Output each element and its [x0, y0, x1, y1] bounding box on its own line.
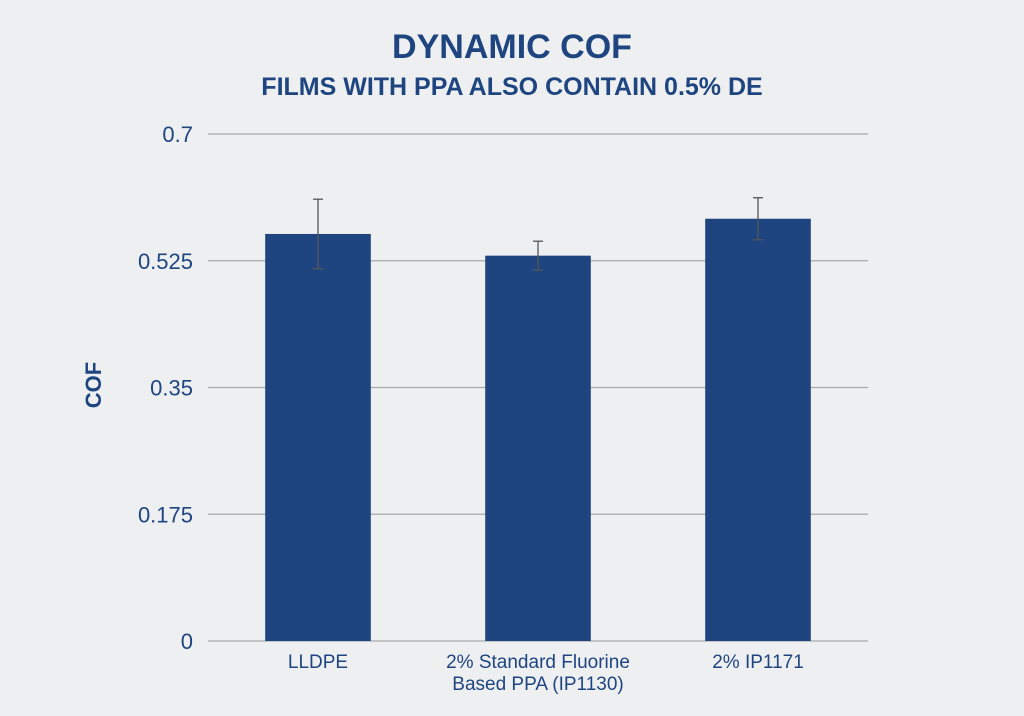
y-axis-label: COF [81, 362, 106, 408]
y-tick-label: 0 [181, 629, 193, 654]
chart-subtitle: FILMS WITH PPA ALSO CONTAIN 0.5% DE [261, 73, 762, 101]
x-tick-label-line: Based PPA (IP1130) [452, 674, 623, 695]
y-tick-label: 0.175 [138, 502, 193, 527]
x-tick-label-line: 2% IP1171 [712, 652, 804, 673]
chart-title: DYNAMIC COF [392, 28, 632, 66]
error-bars [313, 197, 763, 271]
x-tick-label: 2% IP1171 [712, 652, 804, 673]
x-tick-label: 2% Standard Fluorine Based PPA (IP1130) [446, 652, 630, 695]
y-tick-label: 0.35 [150, 376, 193, 401]
y-axis-ticks: 0 0.175 0.35 0.525 0.7 [138, 122, 193, 654]
error-bar [313, 198, 323, 270]
x-tick-label-line: LLDPE [288, 652, 348, 673]
bar [485, 255, 591, 641]
x-tick-label: LLDPE [288, 652, 348, 673]
x-tick-label-line: 2% Standard Fluorine [446, 652, 630, 673]
error-bar [533, 240, 543, 271]
x-axis-labels: LLDPE 2% Standard Fluorine Based PPA (IP11… [288, 652, 804, 695]
y-tick-label: 0.525 [138, 249, 193, 274]
bars [265, 218, 811, 642]
error-bar [753, 197, 763, 241]
bar [705, 218, 811, 641]
y-tick-label: 0.7 [162, 122, 193, 147]
bar [265, 233, 371, 642]
